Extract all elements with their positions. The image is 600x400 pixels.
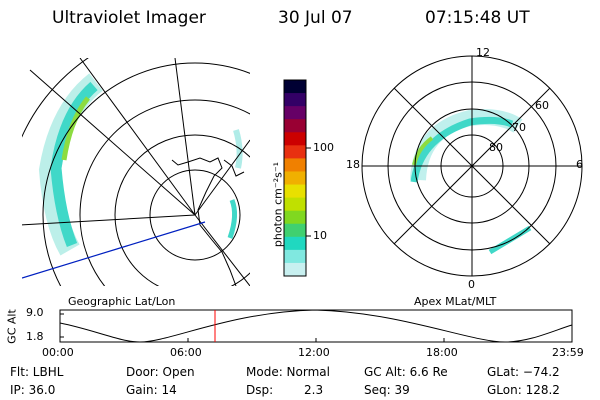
colorbar-segment — [284, 145, 306, 159]
colorbar-segment — [284, 184, 306, 199]
polar-aurora-core — [410, 116, 514, 183]
colorbar-segment — [284, 93, 306, 107]
colorbar-segment — [284, 119, 306, 133]
colorbar-segment — [284, 236, 306, 251]
ip-info: IP: 36.0 — [10, 383, 56, 397]
door-info: Door: Open — [126, 365, 195, 379]
mlt-diag-2 — [393, 87, 551, 245]
mlt-label-6: 6 — [576, 158, 583, 171]
x-label-0000: 00:00 — [42, 346, 74, 359]
colorbar-segment — [284, 171, 306, 186]
left-panel-caption: Geographic Lat/Lon — [68, 295, 176, 308]
altitude-curve — [59, 309, 573, 343]
gc-altitude-info: GC Alt: 6.6 Re — [364, 365, 448, 379]
mode-info: Mode: Normal — [246, 365, 330, 379]
mlat-label-60: 60 — [535, 99, 549, 112]
glon-info: GLon: 128.2 — [487, 383, 560, 397]
colorbar-segment — [284, 223, 306, 238]
aurora-emission-core — [50, 81, 98, 248]
colorbar-segment — [284, 106, 306, 120]
colorbar-segment — [284, 249, 306, 264]
right-panel-caption: Apex MLat/MLT — [414, 295, 497, 308]
colorbar-segment — [284, 210, 306, 225]
mlat-label-80: 80 — [489, 141, 503, 154]
colorbar-label-100: 100 — [313, 141, 334, 154]
altitude-plot-frame — [59, 309, 573, 343]
colorbar-segment — [284, 132, 306, 146]
glat-info: GLat: −74.2 — [487, 365, 560, 379]
dsp-value: 2.3 — [304, 383, 324, 397]
satellite-track — [22, 221, 206, 279]
filter-info: Flt: LBHL — [10, 365, 64, 379]
mlt-label-12: 12 — [476, 46, 490, 59]
altitude-plot — [59, 309, 573, 343]
colorbar-segment — [284, 197, 306, 212]
polar-map — [361, 55, 583, 277]
dsp-label: Dsp: — [246, 383, 274, 397]
latitude-circles — [22, 58, 250, 286]
x-label-2359: 23:59 — [552, 346, 584, 359]
geographic-map — [22, 58, 250, 286]
mlt-label-0: 0 — [468, 278, 475, 291]
x-label-1800: 18:00 — [426, 346, 458, 359]
colorbar-label-10: 10 — [313, 229, 327, 242]
colorbar-segment — [284, 262, 306, 277]
aurora-emission-right — [227, 199, 238, 239]
altitude-ylabel: GC Alt — [5, 309, 19, 344]
colorbar-segment — [284, 80, 306, 94]
colorbar — [284, 80, 306, 277]
observation-date: 30 Jul 07 — [278, 8, 353, 28]
coastline — [171, 157, 245, 286]
mlat-label-70: 70 — [512, 121, 526, 134]
mlt-label-18: 18 — [346, 158, 360, 171]
x-label-1200: 12:00 — [298, 346, 330, 359]
gain-info: Gain: 14 — [126, 383, 177, 397]
longitude-meridians — [22, 58, 250, 286]
aurora-emission-faint — [233, 129, 243, 169]
instrument-title: Ultraviolet Imager — [52, 8, 206, 28]
observation-time: 07:15:48 UT — [425, 8, 530, 28]
sequence-info: Seq: 39 — [364, 383, 410, 397]
colorbar-unit-label: photon cm⁻²s⁻¹ — [271, 161, 285, 248]
y-label-9: 9.0 — [26, 306, 44, 319]
x-label-0600: 06:00 — [170, 346, 202, 359]
colorbar-segment — [284, 158, 306, 172]
y-label-1-8: 1.8 — [26, 330, 44, 343]
colorbar-frame — [283, 79, 307, 277]
